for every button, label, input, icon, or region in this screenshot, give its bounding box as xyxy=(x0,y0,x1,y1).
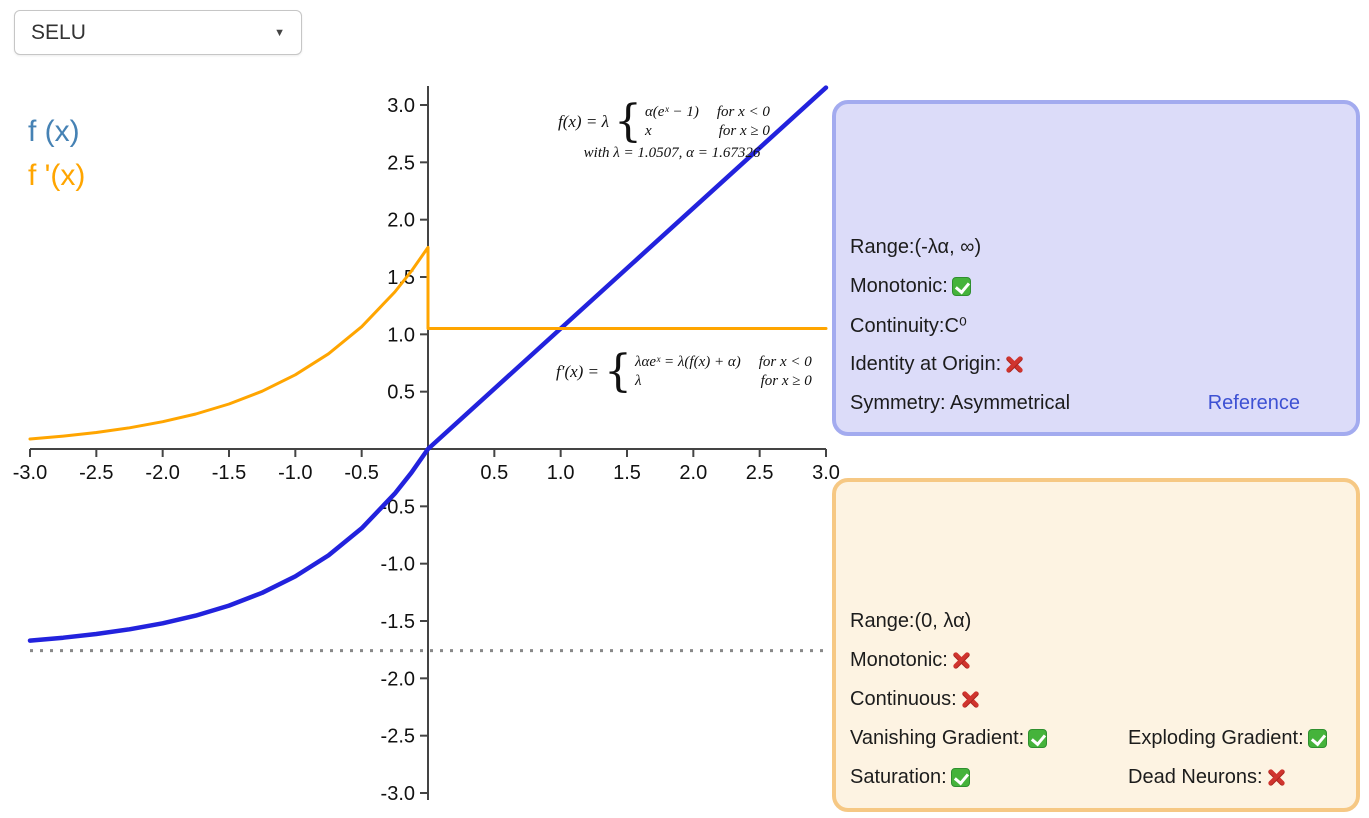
derivative-monotonic-label: Monotonic: xyxy=(850,649,948,671)
function-properties-panel: Range:(-λα, ∞) Monotonic: Continuity:C⁰ … xyxy=(832,100,1360,436)
x-tick-label: 1.5 xyxy=(613,462,641,484)
check-icon xyxy=(951,277,971,296)
check-icon xyxy=(950,768,970,787)
activation-function-select-value: SELU xyxy=(31,20,86,44)
function-range-row: Range:(-λα, ∞) xyxy=(850,228,1342,267)
check-icon xyxy=(1028,729,1048,748)
case-cond: for x ≥ 0 xyxy=(718,123,770,139)
function-monotonic-row: Monotonic: xyxy=(850,267,1342,306)
derivative-monotonic-row: Monotonic: xyxy=(850,641,1342,680)
x-tick-label: -1.5 xyxy=(212,462,246,484)
function-formula: f(x) = λ { α(eˣ − 1) for x < 0 x for x ≥… xyxy=(558,96,786,162)
derivative-case-negative: λαeˣ = λ(f(x) + α) for x < 0 xyxy=(635,353,812,372)
x-tick-label: 0.5 xyxy=(480,462,508,484)
y-tick-label: -2.0 xyxy=(381,668,415,690)
x-tick-label: 2.0 xyxy=(679,462,707,484)
y-tick-label: -2.5 xyxy=(381,726,415,748)
saturation-dead-row: Saturation: Dead Neurons: xyxy=(850,758,1342,797)
x-tick-label: -0.5 xyxy=(344,462,378,484)
derivative-continuous-label: Continuous: xyxy=(850,688,957,710)
dead-neurons-cell: Dead Neurons: xyxy=(1128,766,1286,789)
dfx-curve xyxy=(28,245,828,441)
y-tick-label: 1.5 xyxy=(387,267,415,289)
vanishing-gradient-label: Vanishing Gradient: xyxy=(850,727,1025,749)
brace-glyph: { xyxy=(613,96,642,147)
derivative-formula: f′(x) = { λαeˣ = λ(f(x) + α) for x < 0 λ… xyxy=(556,346,838,397)
x-tick-label: -3.0 xyxy=(13,462,47,484)
brace-glyph: { xyxy=(604,346,633,397)
dropdown-arrow-icon: ▼ xyxy=(274,26,285,39)
y-tick-label: 3.0 xyxy=(387,95,415,117)
cross-icon xyxy=(1267,768,1286,787)
x-tick-label: 1.0 xyxy=(547,462,575,484)
function-identity-label: Identity at Origin: xyxy=(850,353,1002,375)
gradient-row: Vanishing Gradient: Exploding Gradient: xyxy=(850,719,1342,758)
exploding-gradient-label: Exploding Gradient: xyxy=(1128,727,1304,749)
case-expr: α(eˣ − 1) xyxy=(644,104,699,120)
dead-neurons-label: Dead Neurons: xyxy=(1128,766,1263,788)
x-tick-label: 3.0 xyxy=(812,462,840,484)
y-tick-label: -1.5 xyxy=(381,611,415,633)
y-tick-label: -3.0 xyxy=(381,783,415,805)
derivative-case-positive: λ for x ≥ 0 xyxy=(635,372,812,391)
saturation-label: Saturation: xyxy=(850,766,947,788)
vanishing-gradient-cell: Vanishing Gradient: xyxy=(850,727,1128,750)
x-tick-label: 2.5 xyxy=(746,462,774,484)
function-identity-row: Identity at Origin: xyxy=(850,345,1342,384)
plot-legend: f (x) f '(x) xyxy=(28,110,85,198)
derivative-formula-lhs: f′(x) = xyxy=(556,362,600,381)
case-expr: x xyxy=(644,123,652,139)
cross-icon xyxy=(961,690,980,709)
derivative-continuous-row: Continuous: xyxy=(850,680,1342,719)
function-monotonic-label: Monotonic: xyxy=(850,275,948,297)
case-expr: λ xyxy=(635,373,642,389)
cross-icon xyxy=(952,651,971,670)
y-tick-label: 1.0 xyxy=(387,324,415,346)
x-tick-label: -1.0 xyxy=(278,462,312,484)
y-tick-label: -0.5 xyxy=(381,496,415,518)
legend-function-label: f (x) xyxy=(28,115,80,148)
cross-icon xyxy=(1005,355,1024,374)
case-cond: for x ≥ 0 xyxy=(760,373,812,389)
case-cond: for x < 0 xyxy=(716,104,770,120)
function-symmetry-row: Symmetry: Asymmetrical Reference xyxy=(850,384,1342,423)
derivative-properties-panel: Range:(0, λα) Monotonic: Continuous: Van… xyxy=(832,478,1360,812)
y-tick-label: 2.5 xyxy=(387,152,415,174)
function-continuity-label: Continuity:C⁰ xyxy=(850,315,967,337)
x-tick-label: -2.5 xyxy=(79,462,113,484)
reference-link[interactable]: Reference xyxy=(1207,392,1300,414)
activation-function-select[interactable]: SELU ▼ xyxy=(14,10,302,55)
function-symmetry-label: Symmetry: Asymmetrical xyxy=(850,392,1071,414)
legend-derivative-label: f '(x) xyxy=(28,159,86,192)
check-icon xyxy=(1307,729,1327,748)
y-tick-label: 0.5 xyxy=(387,382,415,404)
function-case-positive: x for x ≥ 0 xyxy=(645,122,770,141)
saturation-cell: Saturation: xyxy=(850,766,1128,789)
derivative-range-label: Range:(0, λα) xyxy=(850,610,972,632)
y-tick-label: -1.0 xyxy=(381,554,415,576)
case-expr: λαeˣ = λ(f(x) + α) xyxy=(635,354,741,370)
exploding-gradient-cell: Exploding Gradient: xyxy=(1128,727,1327,750)
function-range-label: Range:(-λα, ∞) xyxy=(850,236,982,258)
x-tick-label: -2.0 xyxy=(145,462,179,484)
fx-curve xyxy=(27,85,829,643)
function-formula-lhs: f(x) = λ xyxy=(558,112,609,131)
derivative-range-row: Range:(0, λα) xyxy=(850,602,1342,641)
formula-parameters-note: with λ = 1.0507, α = 1.67326 xyxy=(583,145,761,161)
y-tick-label: 2.0 xyxy=(387,210,415,232)
case-cond: for x < 0 xyxy=(758,354,812,370)
function-continuity-row: Continuity:C⁰ xyxy=(850,306,1342,345)
function-case-negative: α(eˣ − 1) for x < 0 xyxy=(645,103,770,122)
